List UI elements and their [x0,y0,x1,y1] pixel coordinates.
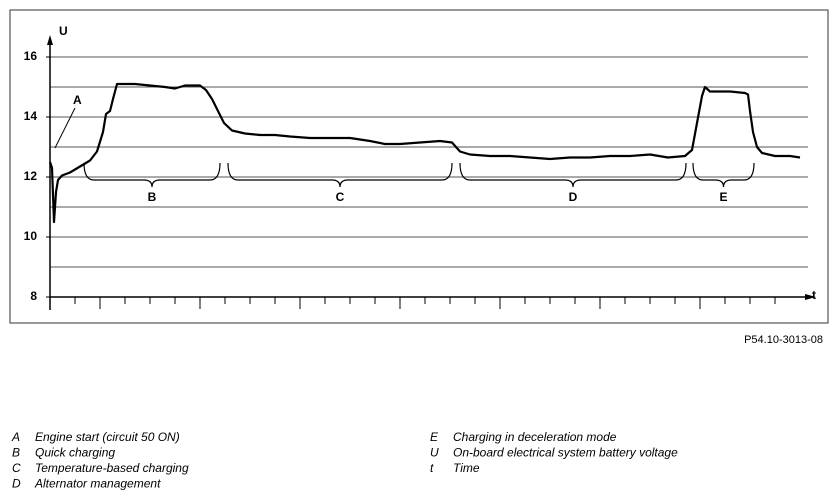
key-letter: U [430,446,439,460]
key-text: On-board electrical system battery volta… [453,446,678,460]
bracket-label: E [719,190,727,204]
y-tick-label: 14 [24,109,38,123]
y-axis-arrow [47,35,53,45]
bracket [692,162,755,188]
plot-frame [9,9,829,324]
key-text: Temperature-based charging [35,461,189,475]
key-text: Charging in deceleration mode [453,430,617,444]
key-letter: B [12,446,20,460]
key-text: Quick charging [35,446,115,460]
key-letter: A [11,430,20,444]
bracket [459,162,687,188]
x-axis-label: t [812,288,816,302]
y-tick-label: 16 [24,49,38,63]
bracket-label: B [148,190,157,204]
y-tick-label: 8 [30,289,37,303]
annotation-leader [54,107,76,149]
key-text: Time [453,461,480,475]
key-letter: C [12,461,21,475]
y-tick-label: 12 [24,169,38,183]
bracket [83,162,221,188]
key-letter: D [12,477,21,491]
x-axis-arrow [805,294,816,300]
key-text: Engine start (circuit 50 ON) [35,430,180,444]
bracket [227,162,453,188]
key-letter: E [430,430,439,444]
bracket-label: D [569,190,578,204]
y-tick-label: 10 [24,229,38,243]
y-axis-label: U [59,24,68,38]
reference: P54.10-3013-08 [744,334,823,346]
bracket-label: C [336,190,345,204]
key-text: Alternator management [34,477,161,491]
annotation-label: A [73,93,82,107]
voltage-line [48,82,801,224]
key-letter: t [430,461,434,475]
